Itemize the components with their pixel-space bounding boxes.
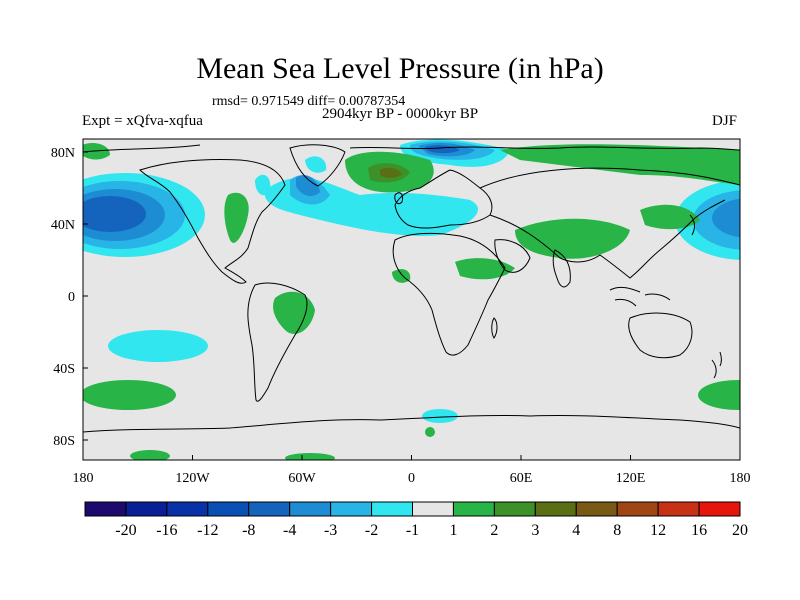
y-tick-label: 0 bbox=[68, 290, 75, 305]
legend-swatch bbox=[698, 501, 741, 517]
y-tick-label: 40S bbox=[53, 362, 75, 377]
legend-label: -1 bbox=[406, 522, 419, 539]
europe-coast bbox=[394, 169, 493, 229]
x-tick-label: 180 bbox=[73, 471, 94, 486]
south-pacific-high-contour bbox=[83, 380, 176, 410]
legend-swatch bbox=[412, 501, 454, 517]
legend-swatch bbox=[534, 501, 577, 517]
antarctic-low-contour bbox=[422, 409, 458, 423]
y-tick-label: 80N bbox=[51, 146, 75, 161]
tropical-atlantic-high-contour bbox=[273, 291, 315, 334]
legend-label: 20 bbox=[732, 522, 748, 539]
x-tick-label: 180 bbox=[730, 471, 751, 486]
maritime-continent-coast bbox=[609, 286, 671, 307]
antarctic-high-contour-1 bbox=[130, 450, 170, 460]
asia-coast bbox=[479, 167, 740, 279]
south-pacific-low-contour bbox=[108, 330, 208, 362]
legend-label: -12 bbox=[197, 522, 218, 539]
legend-swatch bbox=[166, 501, 209, 517]
india-coast bbox=[552, 249, 571, 288]
africa-coast bbox=[392, 232, 506, 356]
coastlines bbox=[83, 144, 740, 433]
north-america-coast bbox=[139, 158, 286, 284]
legend-label: 2 bbox=[490, 522, 498, 539]
season-label: DJF bbox=[712, 113, 738, 129]
y-axis: 80N 40N 0 40S 80S bbox=[51, 146, 88, 449]
arabia-coast bbox=[494, 239, 531, 273]
madagascar-coast bbox=[491, 317, 498, 339]
nordic-high-contour-3 bbox=[380, 167, 402, 178]
y-tick-label: 40N bbox=[51, 218, 75, 233]
x-axis: 180 120W 60W 0 60E 120E 180 bbox=[73, 455, 751, 486]
legend-swatch bbox=[84, 501, 127, 517]
east-pacific-low-contour-3 bbox=[712, 198, 740, 238]
west-africa-high-contour bbox=[392, 269, 411, 283]
legend-label: -4 bbox=[283, 522, 296, 539]
color-legend: -20 -16 -12 -8 -4 -3 -2 -1 1 2 3 4 8 12 16 20 bbox=[84, 501, 748, 539]
labrador-low-contour bbox=[255, 174, 271, 196]
legend-swatch bbox=[248, 501, 291, 517]
greenland-low-contour bbox=[305, 156, 327, 173]
legend-swatch bbox=[371, 501, 413, 517]
period-label: 2904kyr BP - 0000kyr BP bbox=[322, 106, 479, 122]
legend-swatch bbox=[452, 501, 495, 517]
y-tick-label: 80S bbox=[53, 434, 75, 449]
legend-swatch bbox=[657, 501, 700, 517]
x-tick-label: 60W bbox=[288, 471, 316, 486]
legend-label: -20 bbox=[115, 522, 136, 539]
south-america-coast bbox=[247, 282, 308, 402]
east-asia-high-contour bbox=[640, 204, 700, 230]
x-tick-label: 120E bbox=[616, 471, 646, 486]
japan-coast bbox=[689, 214, 695, 236]
legend-swatch bbox=[616, 501, 659, 517]
legend-swatch bbox=[575, 501, 618, 517]
x-tick-label: 120W bbox=[175, 471, 210, 486]
legend-label: 3 bbox=[531, 522, 539, 539]
experiment-label: Expt = xQfva-xqfua bbox=[82, 113, 203, 129]
legend-swatch bbox=[330, 501, 373, 517]
south-asia-high-contour bbox=[515, 218, 630, 259]
greenland-coast bbox=[289, 144, 346, 187]
legend-label: 4 bbox=[572, 522, 580, 539]
legend-label: -3 bbox=[324, 522, 337, 539]
arctic-coast bbox=[83, 144, 740, 153]
rmsd-diff-stats: rmsd= 0.971549 diff= 0.00787354 bbox=[212, 94, 406, 109]
north-pacific-low-contour-4 bbox=[83, 196, 146, 232]
britain-coast bbox=[394, 192, 403, 205]
legend-label: 16 bbox=[691, 522, 707, 539]
antarctic-high-contour-2 bbox=[285, 453, 335, 460]
x-tick-label: 60E bbox=[510, 471, 533, 486]
siberian-high-contour bbox=[500, 144, 740, 185]
legend-label: -8 bbox=[242, 522, 255, 539]
legend-swatch bbox=[493, 501, 536, 517]
legend-swatch bbox=[207, 501, 250, 517]
australia-coast bbox=[628, 312, 693, 359]
x-tick-label: 0 bbox=[408, 471, 415, 486]
legend-label: -16 bbox=[156, 522, 177, 539]
antarctic-high-contour-3 bbox=[425, 427, 435, 437]
new-zealand-coast bbox=[711, 351, 722, 379]
legend-label: 1 bbox=[449, 522, 457, 539]
chart-title: Mean Sea Level Pressure (in hPa) bbox=[196, 52, 604, 85]
legend-swatch bbox=[289, 501, 332, 517]
legend-label: 8 bbox=[613, 522, 621, 539]
southern-ocean-high-contour bbox=[698, 380, 740, 410]
legend-label: 12 bbox=[650, 522, 666, 539]
antarctica-coast bbox=[83, 414, 740, 433]
north-atlantic-low-contour-3 bbox=[296, 175, 320, 197]
anomaly-contours bbox=[83, 139, 740, 460]
north-america-high-contour bbox=[224, 192, 249, 243]
east-pacific-low-contour-2 bbox=[693, 190, 740, 250]
legend-label: -2 bbox=[365, 522, 378, 539]
legend-swatch bbox=[125, 501, 168, 517]
